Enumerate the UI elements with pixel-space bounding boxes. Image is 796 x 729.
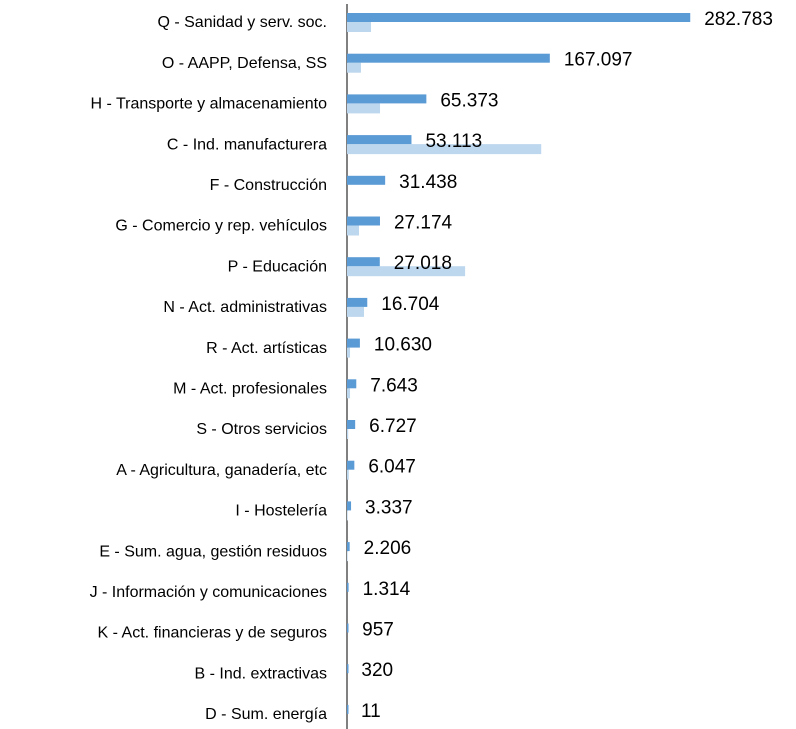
category-label: Q - Sanidad y serv. soc.	[157, 14, 327, 31]
bar	[347, 216, 380, 226]
bar	[347, 623, 349, 633]
value-label: 282.783	[704, 9, 773, 30]
category-label: S - Otros servicios	[196, 421, 327, 438]
bar	[347, 103, 381, 114]
value-label: 2.206	[364, 538, 412, 559]
category-label: F - Construcción	[210, 177, 327, 194]
bar	[347, 429, 349, 439]
value-label: 6.727	[369, 416, 417, 437]
value-label: 10.630	[374, 335, 432, 356]
bar	[347, 460, 355, 470]
bar	[347, 306, 364, 317]
bar	[347, 22, 372, 32]
value-label: 6.047	[368, 457, 416, 478]
value-label: 167.097	[564, 50, 633, 71]
bar	[347, 144, 542, 155]
value-label: 3.337	[365, 497, 413, 518]
bar	[347, 175, 386, 185]
bar	[347, 94, 427, 104]
bar	[347, 225, 360, 236]
bar	[347, 13, 691, 22]
value-label: 1.314	[363, 579, 411, 600]
value-label: 320	[361, 660, 393, 681]
category-label: I - Hostelería	[235, 503, 327, 520]
bar	[347, 582, 349, 592]
category-label: O - AAPP, Defensa, SS	[162, 55, 327, 72]
value-label: 16.704	[381, 294, 440, 315]
category-label: P - Educación	[228, 258, 327, 275]
bar	[347, 388, 351, 399]
category-label: R - Act. artísticas	[206, 340, 327, 357]
category-label: M - Act. profesionales	[173, 381, 327, 398]
bar	[347, 551, 348, 562]
bar	[347, 62, 361, 73]
bar	[347, 257, 380, 267]
bar	[347, 135, 412, 145]
value-label: 65.373	[440, 90, 498, 111]
category-label: E - Sum. agua, gestión residuos	[99, 543, 327, 560]
bar	[347, 469, 349, 480]
bar	[347, 501, 352, 511]
value-label: 957	[362, 620, 394, 641]
value-label: 7.643	[370, 375, 418, 396]
bar	[347, 297, 368, 307]
value-label: 27.174	[394, 213, 453, 234]
category-label: J - Información y comunicaciones	[90, 584, 327, 601]
bar	[347, 542, 350, 552]
bar	[347, 420, 356, 429]
bar	[347, 379, 357, 389]
bar	[347, 338, 360, 348]
bar	[347, 704, 349, 714]
bar	[347, 266, 466, 277]
category-label: H - Transporte y almacenamiento	[90, 96, 327, 113]
value-label: 11	[361, 701, 381, 722]
value-label: 27.018	[394, 253, 452, 274]
category-label: B - Ind. extractivas	[195, 665, 328, 682]
bar	[347, 510, 348, 521]
value-label: 31.438	[399, 172, 457, 193]
value-label: 53.113	[425, 131, 482, 152]
bar	[347, 53, 550, 63]
category-label: C - Ind. manufacturera	[167, 136, 327, 153]
category-label: K - Act. financieras y de seguros	[98, 625, 327, 642]
bar	[347, 664, 349, 674]
bar	[347, 347, 351, 358]
category-label: A - Agricultura, ganadería, etc	[116, 462, 327, 479]
category-label: G - Comercio y rep. vehículos	[115, 218, 327, 235]
category-label: N - Act. administrativas	[163, 299, 327, 316]
category-label: D - Sum. energía	[205, 706, 327, 723]
